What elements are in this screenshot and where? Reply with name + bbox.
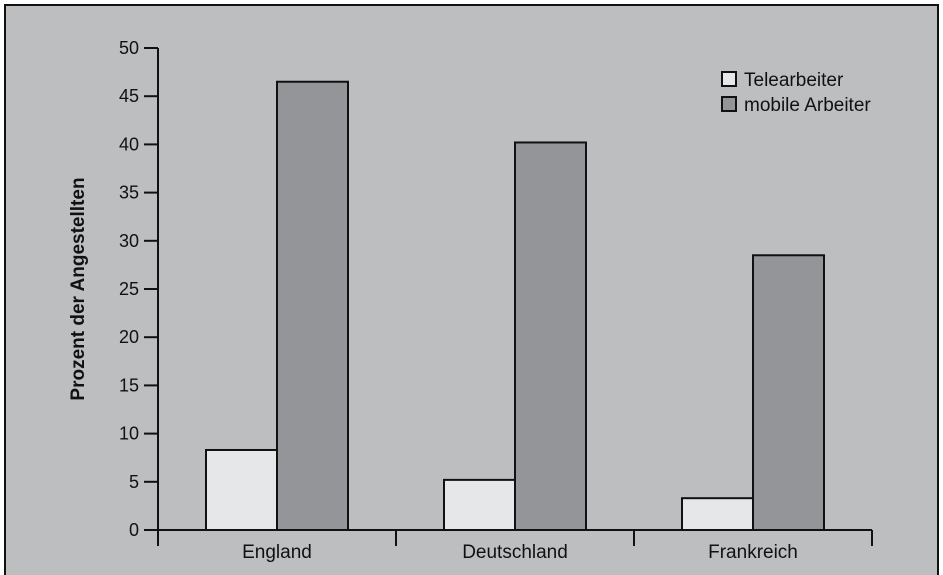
y-tick-label: 5 — [129, 472, 139, 492]
y-tick-label: 15 — [119, 375, 139, 395]
y-axis: 0 5 10 15 20 25 30 35 40 45 50 — [119, 38, 159, 540]
x-category-label: Frankreich — [708, 542, 798, 563]
y-tick-label: 35 — [119, 183, 139, 203]
bar-telearbeiter-deutschland — [443, 478, 516, 532]
legend-item-mobile-arbeiter: mobile Arbeiter — [721, 95, 871, 116]
bar-telearbeiter-frankreich — [681, 497, 754, 531]
y-tick-label: 50 — [119, 38, 139, 58]
y-tick-label: 25 — [119, 279, 139, 299]
x-category-label: Deutschland — [462, 542, 568, 563]
y-tick-label: 30 — [119, 231, 139, 251]
y-tick-label: 40 — [119, 134, 139, 154]
y-tick-label: 0 — [129, 520, 139, 540]
legend-swatch-mobile-arbeiter — [721, 96, 737, 112]
legend-swatch-telearbeiter — [721, 71, 737, 87]
legend-label-telearbeiter: Telearbeiter — [744, 70, 844, 91]
y-tick-label: 45 — [119, 86, 139, 106]
bar-telearbeiter-england — [205, 448, 278, 532]
bar-mobile-arbeiter-frankreich — [752, 254, 825, 531]
x-category-label: England — [242, 542, 312, 563]
y-tick-label: 10 — [119, 424, 139, 444]
legend-item-telearbeiter: Telearbeiter — [721, 70, 844, 91]
y-axis-label: Prozent der Angestellten — [68, 177, 89, 400]
bars — [205, 80, 825, 532]
legend: Telearbeiter mobile Arbeiter — [721, 70, 871, 116]
legend-label-mobile-arbeiter: mobile Arbeiter — [744, 95, 871, 116]
bar-mobile-arbeiter-deutschland — [514, 141, 587, 532]
y-tick-label: 20 — [119, 327, 139, 347]
bar-mobile-arbeiter-england — [276, 80, 349, 532]
